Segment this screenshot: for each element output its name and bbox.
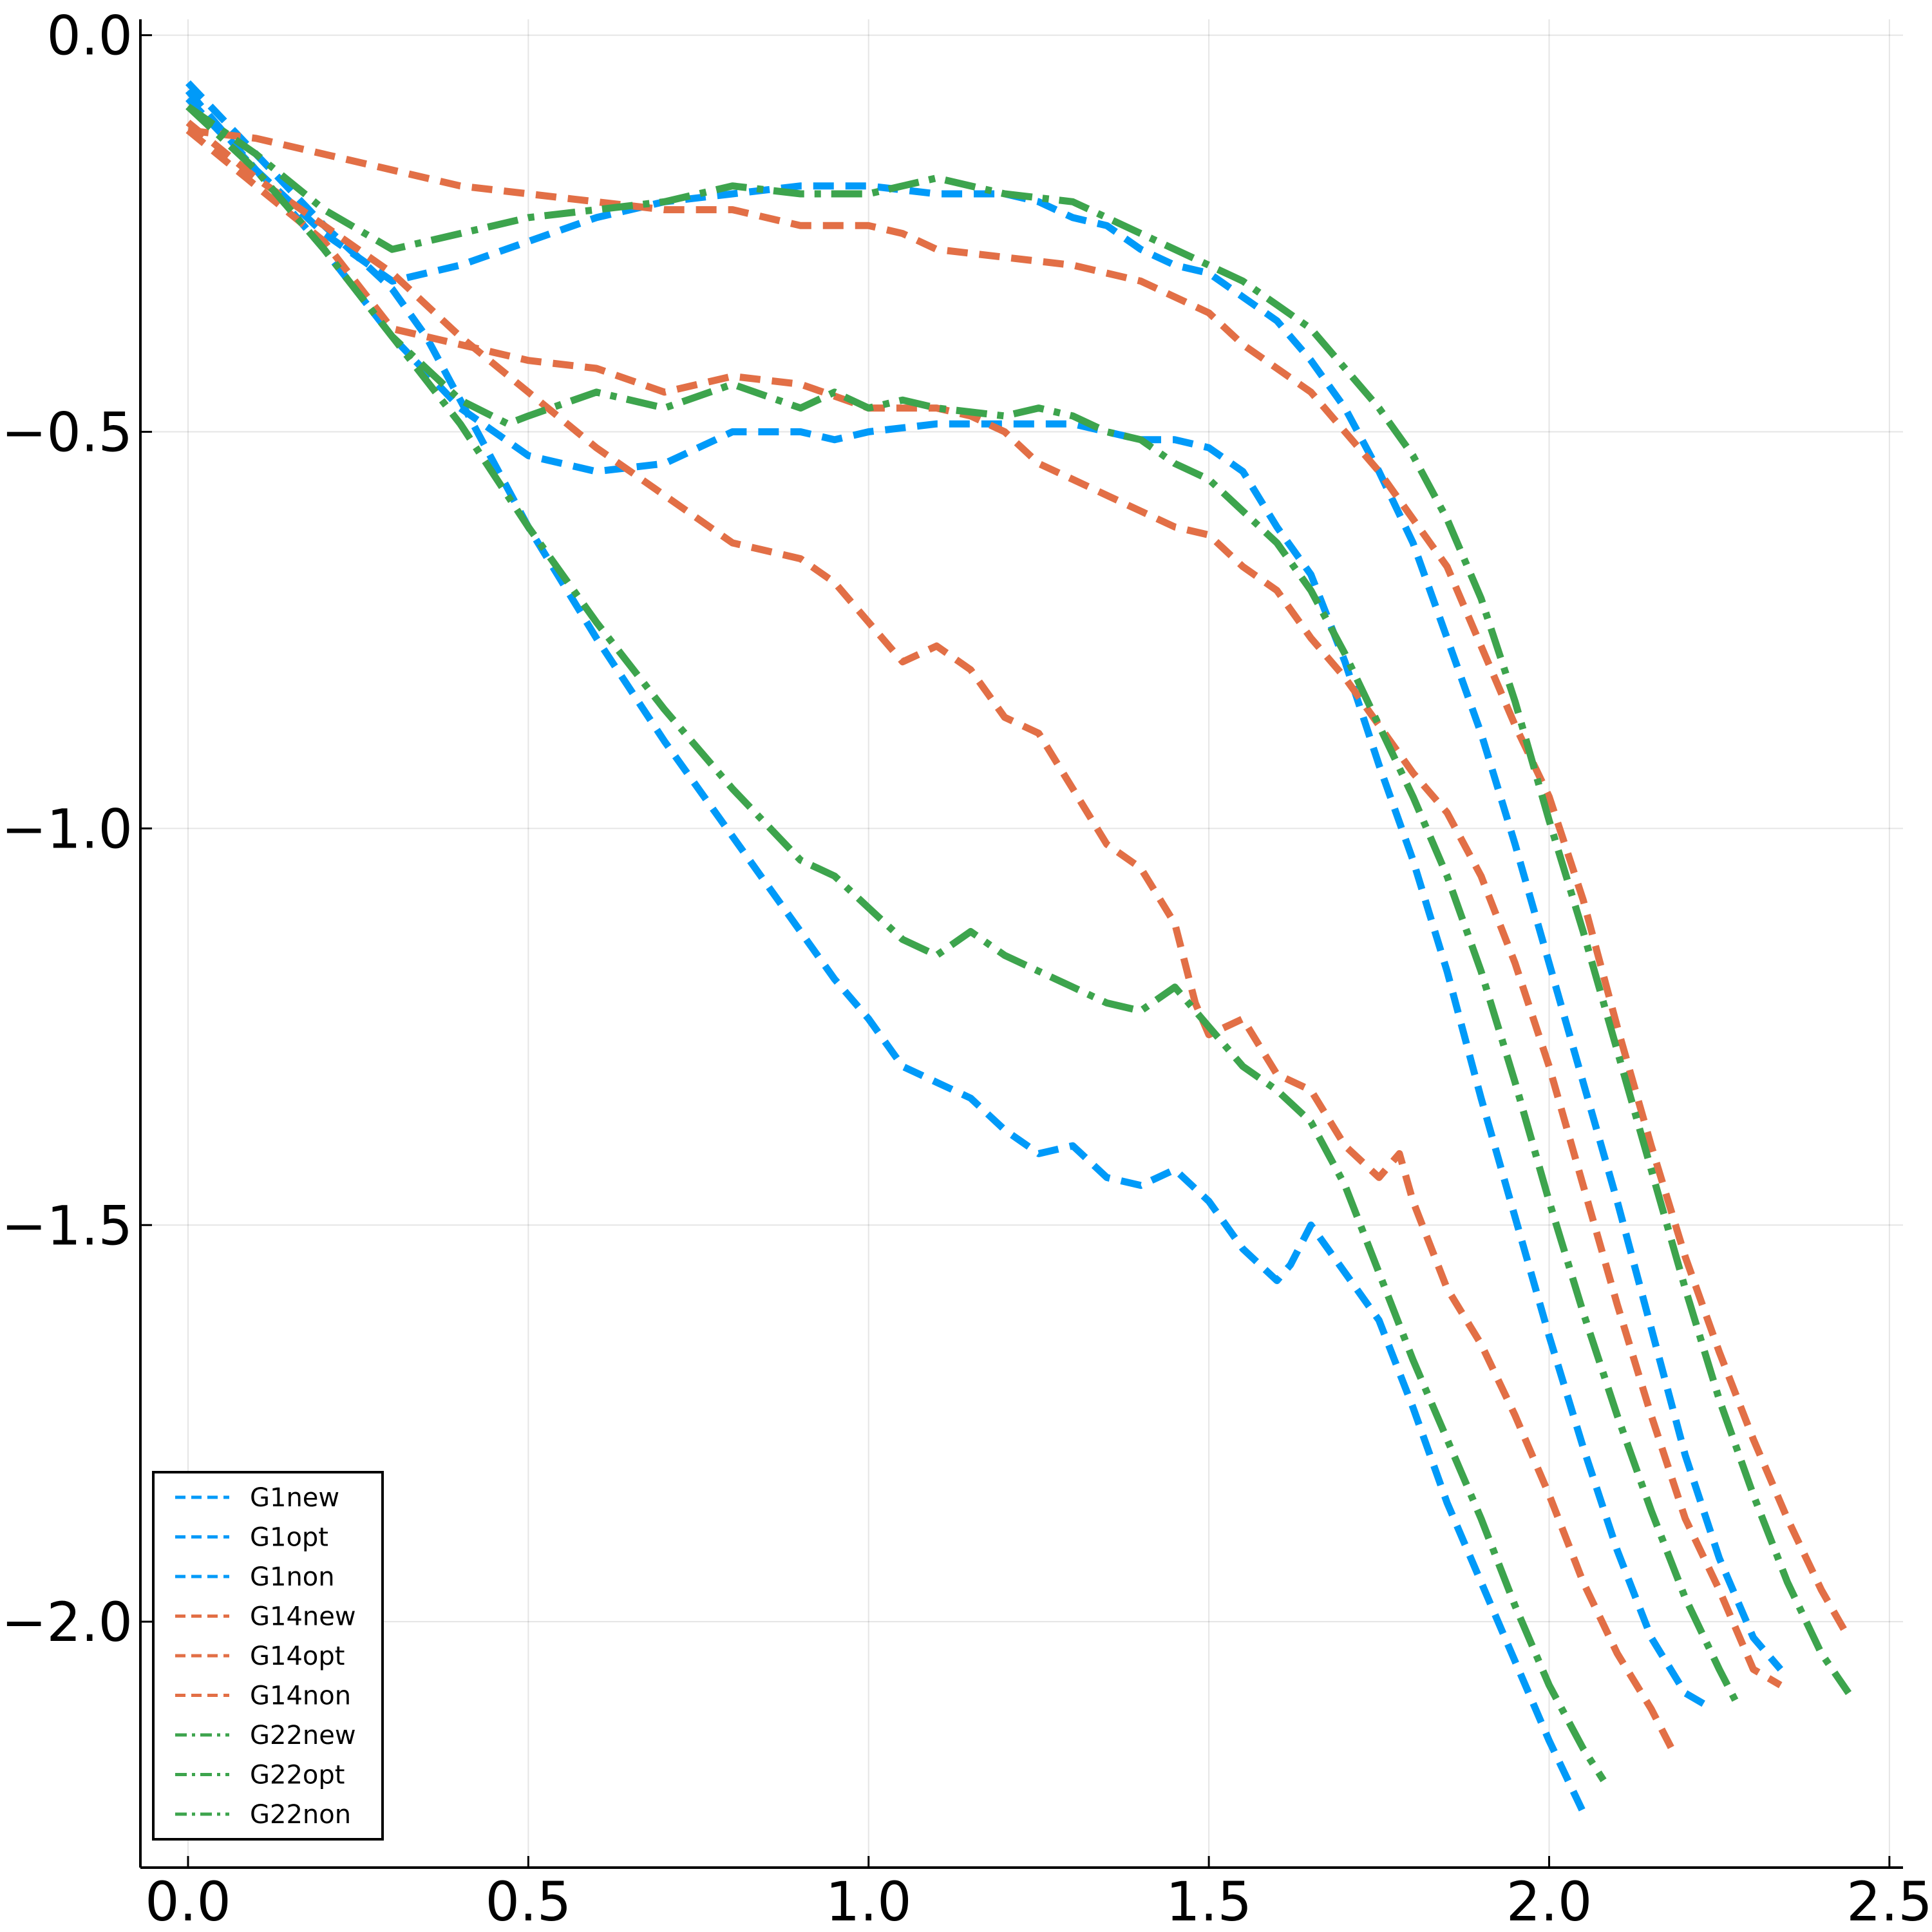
series-line-G1new bbox=[185, 80, 1587, 1814]
series-line-G22new bbox=[185, 104, 1607, 1783]
y-tick-label: −2.0 bbox=[1, 1591, 133, 1654]
legend-label: G1new bbox=[250, 1483, 339, 1513]
legend-label: G14opt bbox=[250, 1642, 345, 1671]
series-line-G22non bbox=[185, 103, 1852, 1696]
legend-label: G14new bbox=[250, 1602, 356, 1632]
series-line-G14opt bbox=[185, 128, 1783, 1689]
legend-label: G1opt bbox=[250, 1523, 328, 1553]
y-tick-label: −0.5 bbox=[1, 401, 133, 464]
series-line-G1opt bbox=[185, 88, 1714, 1712]
axes bbox=[139, 19, 1903, 1869]
x-tick-label: 1.0 bbox=[826, 1870, 912, 1932]
legend-label: G22opt bbox=[250, 1761, 345, 1790]
legend-label: G1non bbox=[250, 1562, 335, 1592]
y-tick-label: −1.5 bbox=[1, 1194, 133, 1257]
series-line-G22opt bbox=[185, 104, 1743, 1711]
y-tick-label: 0.0 bbox=[46, 5, 133, 68]
legend-label: G22new bbox=[250, 1721, 356, 1750]
legend: G1new G1opt G1non G14new G14opt G14non G22new G… bbox=[152, 1471, 384, 1841]
tick-marks bbox=[140, 34, 1891, 1868]
series-line-G1non bbox=[185, 96, 1783, 1672]
legend-label: G22non bbox=[250, 1800, 351, 1830]
y-tick-label: −1.0 bbox=[1, 797, 133, 860]
x-tick-label: 0.0 bbox=[145, 1870, 231, 1932]
series-lines bbox=[185, 80, 1852, 1814]
series-line-G14new bbox=[185, 119, 1675, 1750]
grid-lines bbox=[140, 19, 1903, 1868]
series-line-G14non bbox=[187, 126, 1852, 1640]
legend-label: G14non bbox=[250, 1681, 351, 1711]
x-tick-label: 1.5 bbox=[1166, 1870, 1252, 1932]
tick-labels: 0.0 0.5 1.0 1.5 2.0 2.5 0.0 −0.5 −1.0 −1.5 −2.0 bbox=[1, 5, 1932, 1932]
x-tick-label: 0.5 bbox=[486, 1870, 572, 1932]
x-tick-label: 2.0 bbox=[1506, 1870, 1593, 1932]
x-tick-label: 2.5 bbox=[1846, 1870, 1932, 1932]
